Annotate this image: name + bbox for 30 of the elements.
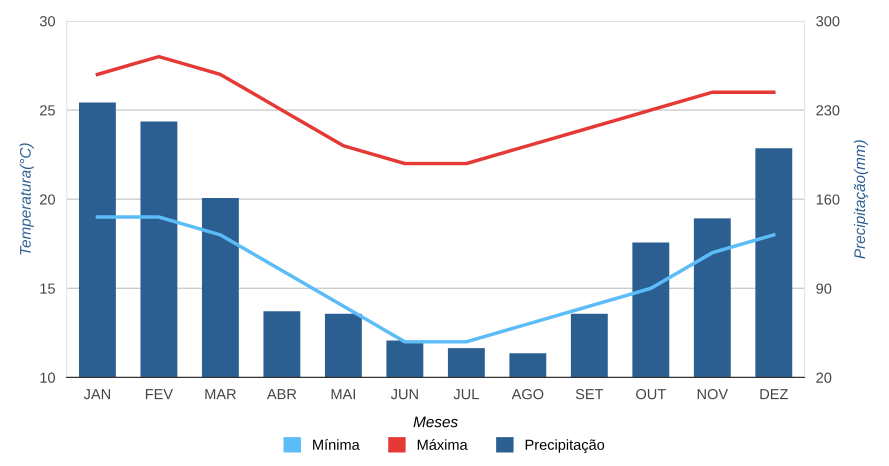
legend-label: Máxima — [418, 439, 468, 450]
line-series — [96, 215, 776, 344]
line-series — [96, 54, 776, 166]
y2-tick-label: 90 — [816, 283, 832, 294]
x-tick-label: JUN — [390, 389, 418, 400]
x-tick-label: MAR — [205, 389, 236, 400]
y-tick-label: 25 — [40, 105, 55, 116]
x-tick-label: NOV — [698, 388, 728, 400]
y2-tick-label: 230 — [816, 105, 840, 116]
x-tick-label: JAN — [84, 389, 110, 400]
legend-label: Precipitação — [526, 439, 604, 453]
y-tick-label: 30 — [40, 16, 55, 26]
y-tick-label: 15 — [40, 284, 55, 294]
y2-axis-title: Precipitação(mm) — [854, 140, 868, 259]
x-tick-label: FEV — [146, 389, 174, 400]
y2-tick-label: 160 — [816, 194, 840, 205]
x-tick-label: JUL — [454, 389, 479, 400]
x-tick-label: MAI — [332, 389, 355, 400]
x-axis-title: Meses — [414, 416, 458, 428]
y-axis-title: Temperatura(°C) — [20, 143, 34, 255]
x-tick-label: ABR — [266, 389, 296, 400]
x-tick-label: DEZ — [760, 389, 788, 400]
y-tick-label: 20 — [40, 194, 55, 205]
y2-tick-label: 20 — [816, 372, 832, 383]
y-tick-label: 10 — [40, 372, 55, 383]
x-tick-label: OUT — [636, 388, 666, 400]
y2-tick-label: 300 — [816, 16, 840, 26]
legend-label: Mínima — [313, 439, 360, 450]
x-tick-label: SET — [576, 388, 604, 400]
x-tick-label: AGO — [512, 388, 544, 400]
